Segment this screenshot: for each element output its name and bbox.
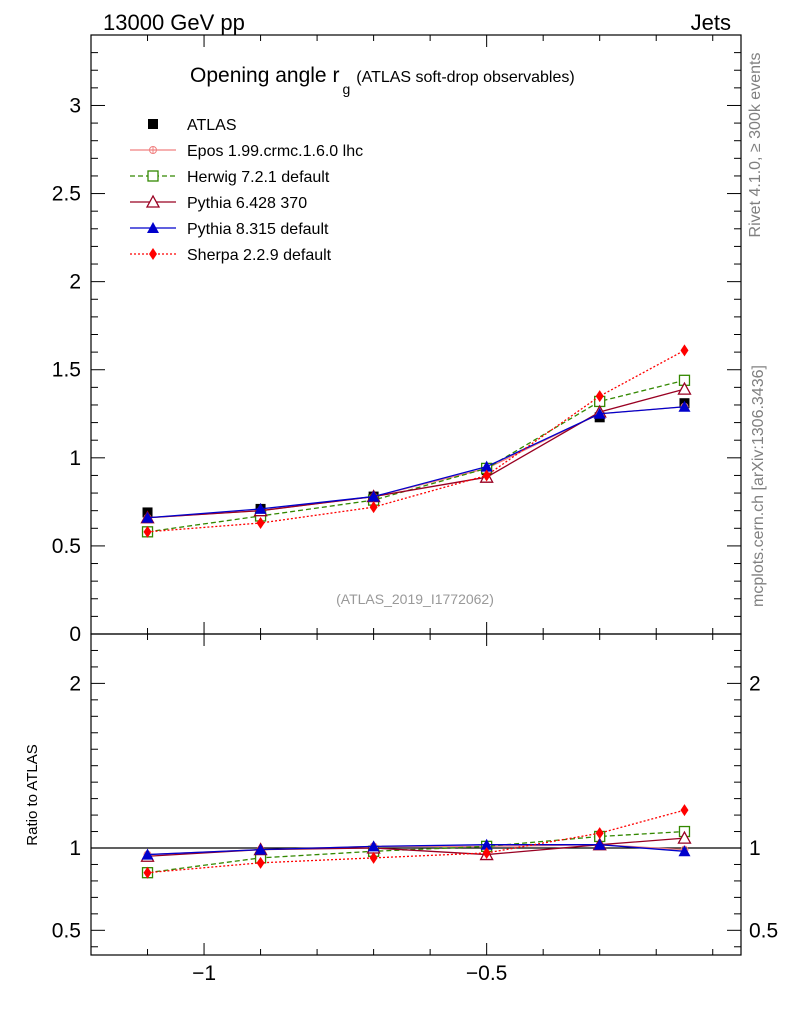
main-point-5 <box>256 517 265 530</box>
ratio-point-2 <box>677 830 692 844</box>
main-series-line-3 <box>147 388 685 519</box>
ratio-xtick-label: −0.5 <box>466 962 507 985</box>
main-point-5 <box>143 525 152 538</box>
ratio-series-line-1 <box>147 830 685 874</box>
ratio-xtick-label: −1 <box>192 962 216 985</box>
main-point-4 <box>480 460 493 472</box>
header-left: 13000 GeV pp <box>103 10 245 35</box>
ratio-ytick-label: 1 <box>69 837 81 860</box>
main-point-5 <box>595 390 604 403</box>
ratio-point-4 <box>680 804 689 817</box>
legend-label-4: Pythia 8.315 default <box>187 221 329 238</box>
ratio-point-4 <box>595 827 604 840</box>
legend-marker-0 <box>148 119 158 129</box>
main-ytick-label: 1.5 <box>52 359 81 382</box>
legend: ATLAS Epos 1.99.crmc.1.6.0 lhc Herwig 7.2.… <box>130 117 363 264</box>
ratio-point-3 <box>141 848 154 860</box>
main-ytick-label: 0.5 <box>52 535 81 558</box>
ratio-ytick-label-right: 1 <box>749 837 761 860</box>
legend-marker-3 <box>145 194 161 208</box>
legend-marker-5 <box>149 248 157 260</box>
main-point-5 <box>482 469 491 482</box>
main-title: Opening angle rg(ATLAS soft-drop observa… <box>190 64 575 97</box>
ratio-series-line-3 <box>147 844 685 856</box>
ratio-ytick-label-right: 2 <box>749 672 761 695</box>
ratio-ylabel: Ratio to ATLAS <box>24 744 41 845</box>
ratio-point-4 <box>482 846 491 859</box>
legend-label-5: Sherpa 2.2.9 default <box>187 247 332 264</box>
ratio-ytick-label: 0.5 <box>52 919 81 942</box>
legend-marker-4 <box>147 222 159 233</box>
ratio-plot-frame: −1 −0.5 0.5 0.5 1 1 2 2 <box>52 633 778 985</box>
main-series-line-5 <box>147 349 685 533</box>
ratio-point-3 <box>678 845 691 857</box>
rivet-label: Rivet 4.1.0, ≥ 300k events <box>747 53 764 238</box>
ratio-series-layer <box>140 804 692 879</box>
main-series-layer <box>140 344 692 538</box>
ratio-point-4 <box>369 851 378 864</box>
main-series-line-4 <box>147 406 685 519</box>
main-point-4 <box>367 490 380 502</box>
legend-label-1: Epos 1.99.crmc.1.6.0 lhc <box>187 143 363 160</box>
ratio-point-4 <box>143 866 152 879</box>
main-series-line-2 <box>147 379 685 533</box>
ratio-ytick-label: 2 <box>69 672 81 695</box>
legend-label-0: ATLAS <box>187 117 237 134</box>
analysis-watermark: (ATLAS_2019_I1772062) <box>336 591 494 607</box>
ratio-border <box>90 633 742 956</box>
main-ytick-label: 0 <box>69 623 81 646</box>
main-point-4 <box>593 407 606 419</box>
main-point-3 <box>677 381 692 395</box>
main-ytick-label: 3 <box>69 94 81 117</box>
main-point-4 <box>141 511 154 523</box>
ratio-point-3 <box>254 843 267 855</box>
legend-marker-2 <box>147 170 159 182</box>
legend-label-3: Pythia 6.428 370 <box>187 195 307 212</box>
main-series-line-1 <box>147 406 685 519</box>
ratio-series-line-4 <box>147 809 685 874</box>
main-ytick-label: 2.5 <box>52 183 81 206</box>
main-ytick-label: 2 <box>69 271 81 294</box>
main-point-4 <box>254 502 267 514</box>
mcplots-label: mcplots.cern.ch [arXiv:1306.3436] <box>750 365 767 607</box>
ratio-ytick-label-right: 0.5 <box>749 919 778 942</box>
legend-label-2: Herwig 7.2.1 default <box>187 169 330 186</box>
main-point-5 <box>369 501 378 514</box>
ratio-point-4 <box>256 856 265 869</box>
ratio-point-3 <box>593 838 606 850</box>
ratio-point-3 <box>367 840 380 852</box>
main-point-5 <box>680 344 689 357</box>
main-point-4 <box>678 400 691 412</box>
main-ytick-label: 1 <box>69 447 81 470</box>
header-right: Jets <box>691 10 731 35</box>
legend-marker-1 <box>149 146 157 154</box>
ratio-point-3 <box>480 838 493 850</box>
